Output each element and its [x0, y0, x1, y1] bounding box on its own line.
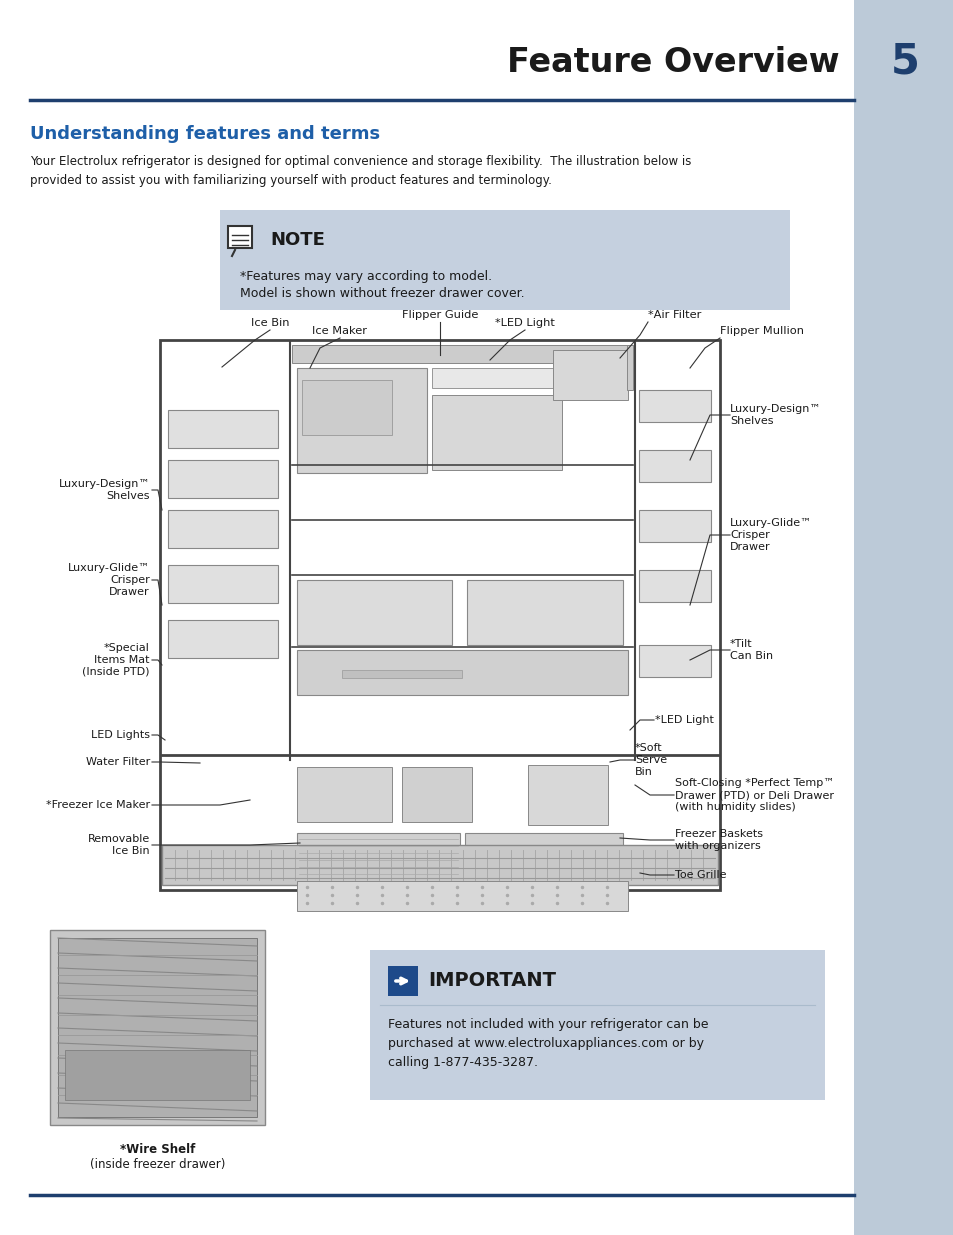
Text: IMPORTANT: IMPORTANT — [428, 972, 556, 990]
Text: Water Filter: Water Filter — [86, 757, 150, 767]
Bar — [292, 345, 633, 363]
Bar — [296, 881, 627, 911]
Bar — [296, 767, 392, 823]
Text: Soft-Closing *Perfect Temp™
Drawer (PTD) or Deli Drawer
(with humidity slides): Soft-Closing *Perfect Temp™ Drawer (PTD)… — [675, 778, 834, 811]
Text: Understanding features and terms: Understanding features and terms — [30, 125, 379, 143]
Bar — [464, 832, 622, 876]
Text: (inside freezer drawer): (inside freezer drawer) — [90, 1158, 225, 1171]
Bar — [432, 368, 561, 388]
Text: *Air Filter: *Air Filter — [647, 310, 700, 320]
Text: Feature Overview: Feature Overview — [507, 46, 840, 79]
Bar — [639, 450, 710, 482]
Text: Flipper Mullion: Flipper Mullion — [720, 326, 803, 336]
Text: *Special
Items Mat
(Inside PTD): *Special Items Mat (Inside PTD) — [82, 643, 150, 677]
Text: Toe Grille: Toe Grille — [675, 869, 726, 881]
Text: *Features may vary according to model.: *Features may vary according to model. — [240, 270, 492, 283]
Text: 5: 5 — [890, 41, 919, 83]
Bar — [639, 645, 710, 677]
Bar — [220, 210, 789, 310]
Bar — [553, 350, 627, 400]
Text: Features not included with your refrigerator can be
purchased at www.electroluxa: Features not included with your refriger… — [388, 1018, 708, 1070]
Bar — [302, 380, 392, 435]
Text: NOTE: NOTE — [270, 231, 325, 249]
Bar — [296, 580, 452, 645]
Text: Freezer Baskets
with organizers: Freezer Baskets with organizers — [675, 829, 762, 851]
Text: Luxury-Glide™
Crisper
Drawer: Luxury-Glide™ Crisper Drawer — [729, 519, 811, 552]
Bar — [160, 340, 720, 890]
Bar — [626, 345, 633, 390]
Bar — [168, 510, 277, 548]
Bar — [168, 564, 277, 603]
Text: Flipper Guide: Flipper Guide — [401, 310, 477, 320]
Bar — [853, 0, 953, 1235]
Text: Luxury-Design™
Shelves: Luxury-Design™ Shelves — [729, 404, 821, 426]
Bar — [228, 226, 252, 248]
Bar — [296, 368, 427, 473]
Bar — [401, 767, 472, 823]
Text: Ice Bin: Ice Bin — [251, 317, 289, 329]
Bar — [296, 650, 627, 695]
Text: Your Electrolux refrigerator is designed for optimal convenience and storage fle: Your Electrolux refrigerator is designed… — [30, 156, 691, 186]
Text: Luxury-Design™
Shelves: Luxury-Design™ Shelves — [58, 479, 150, 501]
Bar — [168, 459, 277, 498]
Text: Model is shown without freezer drawer cover.: Model is shown without freezer drawer co… — [240, 287, 524, 300]
Bar — [388, 966, 417, 995]
Bar — [370, 950, 824, 1100]
Bar — [296, 832, 459, 876]
Text: *LED Light: *LED Light — [495, 317, 555, 329]
Bar — [168, 620, 277, 658]
Bar — [432, 395, 561, 471]
Bar — [162, 845, 718, 885]
Bar — [58, 939, 256, 1116]
Text: *Soft
Serve
Bin: *Soft Serve Bin — [635, 743, 666, 777]
Text: *LED Light: *LED Light — [655, 715, 713, 725]
Text: LED Lights: LED Lights — [91, 730, 150, 740]
Bar — [639, 571, 710, 601]
Bar — [168, 410, 277, 448]
Bar — [639, 510, 710, 542]
Text: Luxury-Glide™
Crisper
Drawer: Luxury-Glide™ Crisper Drawer — [68, 563, 150, 597]
Bar — [65, 1050, 250, 1100]
Text: *Wire Shelf: *Wire Shelf — [120, 1144, 195, 1156]
Bar — [341, 671, 461, 678]
Text: *Tilt
Can Bin: *Tilt Can Bin — [729, 640, 772, 661]
Text: *Freezer Ice Maker: *Freezer Ice Maker — [46, 800, 150, 810]
Bar — [639, 390, 710, 422]
Bar — [50, 930, 265, 1125]
Bar — [527, 764, 607, 825]
Bar — [467, 580, 622, 645]
Text: Removable
Ice Bin: Removable Ice Bin — [88, 834, 150, 856]
Text: Ice Maker: Ice Maker — [313, 326, 367, 336]
